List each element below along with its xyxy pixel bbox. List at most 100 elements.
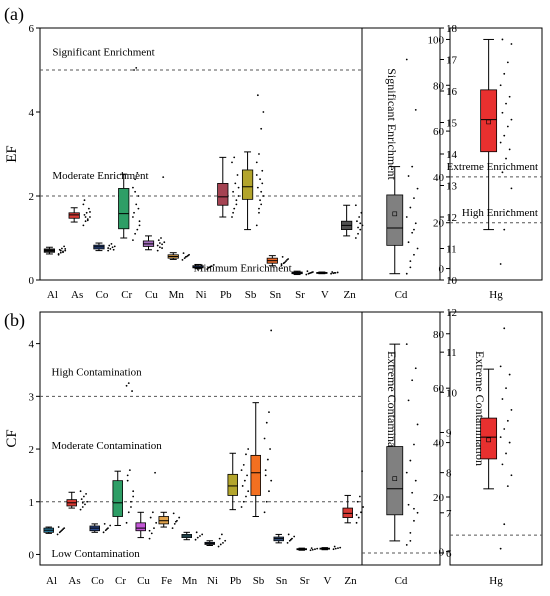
data-point	[262, 111, 265, 113]
x-tick-label: Ni	[207, 575, 218, 587]
data-point	[80, 498, 83, 501]
data-point	[331, 271, 334, 273]
data-point	[503, 327, 506, 330]
data-point	[103, 522, 106, 525]
data-point	[125, 521, 128, 524]
data-point	[354, 204, 357, 207]
annotation-label: Extreme Contamination	[385, 351, 399, 466]
data-point	[266, 458, 269, 461]
data-point	[359, 228, 362, 231]
data-point	[499, 436, 502, 439]
data-point	[508, 95, 511, 98]
data-point	[255, 224, 258, 227]
data-point	[503, 134, 506, 137]
data-point	[107, 247, 110, 249]
data-point	[224, 539, 227, 542]
data-point	[161, 243, 163, 246]
y-tick-label: 100	[428, 34, 445, 46]
y-tick-label: 17	[446, 55, 458, 67]
annotation-label: High Enrichment	[462, 207, 538, 219]
data-point	[411, 165, 414, 168]
data-point	[263, 511, 266, 514]
data-point	[181, 258, 184, 261]
plot-frame	[361, 311, 441, 566]
x-tick-label: Cu	[137, 575, 150, 587]
data-point	[126, 474, 129, 477]
mean-marker	[392, 476, 398, 481]
y-tick-label: 0	[439, 264, 445, 276]
data-point	[316, 547, 319, 550]
data-point	[133, 69, 135, 71]
x-tick-label: Sr	[295, 289, 305, 301]
plot-frame	[449, 311, 543, 566]
data-point	[357, 516, 360, 519]
x-tick-label: V	[324, 575, 332, 587]
y-tick-label: 60	[433, 126, 445, 138]
box-zn	[342, 470, 365, 524]
data-point	[258, 207, 260, 210]
y-tick-label: 6	[446, 548, 452, 560]
data-point	[405, 58, 408, 61]
data-point	[506, 485, 509, 488]
panel-label-b: (b)	[4, 310, 25, 331]
data-point	[260, 190, 263, 193]
data-point	[64, 249, 67, 252]
data-point	[510, 409, 513, 411]
x-tick-label: Co	[91, 575, 104, 587]
plot-frame	[39, 27, 363, 281]
data-point	[207, 266, 210, 269]
box-ni	[204, 533, 227, 548]
data-point	[501, 463, 504, 466]
data-point	[510, 43, 513, 45]
data-point	[283, 261, 286, 264]
data-point	[285, 260, 287, 262]
box-sb	[250, 329, 273, 518]
data-point	[413, 507, 415, 510]
box-mn	[167, 252, 190, 261]
data-point	[138, 220, 141, 223]
data-point	[261, 169, 264, 172]
box-cd	[386, 58, 419, 275]
annotation-label: Significant Enrichment	[52, 46, 154, 58]
data-point	[233, 156, 236, 159]
box-sr	[296, 547, 319, 552]
data-point	[310, 547, 313, 550]
data-point	[62, 251, 64, 254]
data-point	[132, 495, 135, 498]
box-al	[43, 245, 67, 256]
box-co	[93, 242, 116, 252]
data-point	[287, 533, 290, 536]
data-point	[407, 241, 410, 244]
mean-marker	[392, 211, 398, 217]
box-sb	[241, 94, 265, 231]
data-point	[339, 546, 342, 549]
data-point	[155, 521, 158, 524]
data-point	[286, 541, 289, 544]
y-tick-label: 60	[433, 383, 445, 395]
iqr-box	[241, 169, 254, 200]
box-as	[68, 199, 91, 227]
data-point	[510, 187, 513, 190]
data-point	[280, 263, 283, 265]
iqr-box	[386, 194, 404, 246]
data-point	[59, 249, 62, 252]
data-point	[63, 245, 66, 248]
data-point	[405, 216, 408, 218]
data-point	[196, 536, 199, 539]
data-point	[499, 547, 502, 550]
data-point	[359, 222, 362, 225]
data-point	[411, 231, 414, 234]
data-point	[332, 548, 335, 551]
y-tick-label: 11	[446, 244, 457, 256]
data-point	[306, 270, 309, 273]
data-point	[82, 203, 85, 206]
data-point	[84, 220, 87, 223]
data-point	[217, 545, 220, 548]
iqr-box	[342, 507, 353, 518]
data-point	[127, 382, 130, 385]
data-point	[334, 547, 337, 550]
y-tick-label: 15	[446, 118, 458, 130]
data-point	[131, 390, 133, 392]
data-point	[219, 543, 222, 546]
data-point	[409, 459, 412, 462]
